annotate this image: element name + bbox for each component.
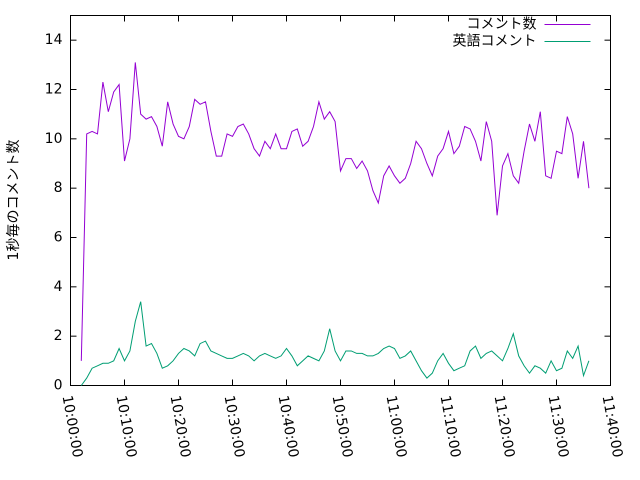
x-tick-label: 11:30:00	[545, 394, 572, 459]
series-line	[80, 62, 590, 361]
x-tick-label: 11:00:00	[383, 394, 410, 459]
y-tick-label: 10	[45, 131, 63, 147]
y-tick-label: 6	[54, 230, 63, 246]
y-tick-label: 12	[45, 82, 63, 98]
x-tick-label: 10:20:00	[167, 394, 194, 459]
x-tick-label: 11:10:00	[437, 394, 464, 459]
x-tick-label: 10:00:00	[59, 394, 86, 459]
series-line	[80, 301, 590, 386]
y-axis-label: 1秒毎のコメント数	[6, 140, 22, 261]
y-tick-label: 8	[54, 180, 63, 196]
plot-border	[70, 15, 611, 386]
x-tick-label: 10:10:00	[113, 394, 140, 459]
y-tick-label: 4	[54, 279, 63, 295]
x-tick-label: 10:30:00	[221, 394, 248, 459]
y-tick-label: 2	[54, 328, 63, 344]
y-tick-label: 14	[45, 32, 63, 48]
x-tick-label: 11:20:00	[491, 394, 518, 459]
legend-label: コメント数	[467, 17, 537, 33]
legend-label: 英語コメント	[453, 33, 537, 50]
x-tick-label: 10:40:00	[275, 394, 302, 459]
y-tick-label: 0	[54, 378, 63, 394]
x-tick-label: 10:50:00	[329, 394, 356, 459]
x-tick-label: 11:40:00	[599, 394, 626, 459]
